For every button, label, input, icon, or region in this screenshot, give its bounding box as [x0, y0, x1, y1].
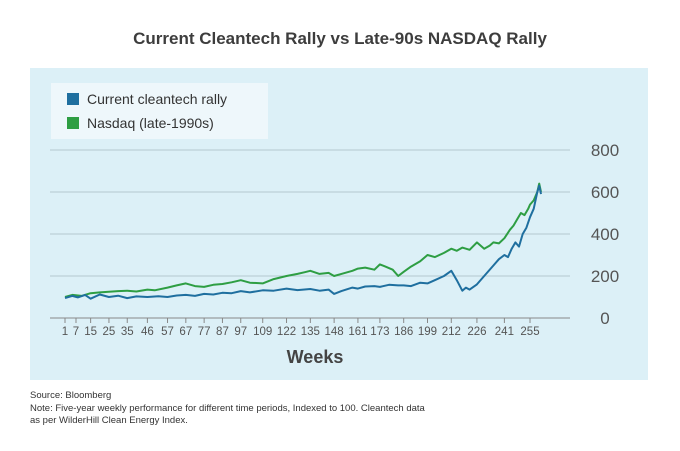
x-tick-label: 199 — [418, 326, 437, 338]
x-tick-label: 97 — [234, 326, 247, 338]
legend-label-cleantech: Current cleantech rally — [87, 91, 228, 107]
footnote-line-2: as per WilderHill Clean Energy Index. — [30, 415, 188, 426]
chart-title: Current Cleantech Rally vs Late-90s NASD… — [133, 29, 547, 48]
legend-swatch-cleantech — [67, 93, 79, 105]
footnote-line-1: Note: Five-year weekly performance for d… — [30, 403, 425, 414]
x-axis: 1 7 15 25 35 46 57 67 77 87 97 109 122 135 148 161 173 18… — [50, 317, 570, 338]
x-tick-label: 57 — [161, 326, 174, 338]
x-tick-label: 25 — [103, 326, 116, 338]
legend-label-nasdaq: Nasdaq (late-1990s) — [87, 115, 214, 131]
x-tick-label: 173 — [370, 326, 389, 338]
x-tick-label: 255 — [520, 326, 539, 338]
x-tick-label: 15 — [84, 326, 97, 338]
x-tick-label: 122 — [277, 326, 296, 338]
x-tick-label: 77 — [198, 326, 211, 338]
x-tick-label: 135 — [301, 326, 320, 338]
series-line-cleantech — [64, 184, 542, 300]
x-tick-label: 35 — [121, 326, 134, 338]
x-tick-label: 46 — [141, 326, 154, 338]
y-tick-label: 600 — [591, 183, 619, 202]
source-note: Source: Bloomberg — [30, 390, 112, 401]
x-tick-label: 148 — [325, 326, 344, 338]
legend-item-cleantech: Current cleantech rally — [67, 89, 227, 109]
y-tick-label: 0 — [600, 309, 609, 328]
x-tick-label: 161 — [348, 326, 367, 338]
x-tick-label: 241 — [495, 326, 514, 338]
legend-swatch-nasdaq — [67, 117, 79, 129]
x-tick-label: 109 — [253, 326, 272, 338]
series-lines — [64, 182, 542, 300]
legend-item-nasdaq: Nasdaq (late-1990s) — [67, 113, 214, 133]
x-tick-label: 212 — [442, 326, 461, 338]
grid-lines — [50, 149, 570, 277]
chart-legend: Current cleantech rally Nasdaq (late-199… — [51, 83, 268, 139]
x-tick-label: 1 — [62, 326, 68, 338]
y-tick-label: 400 — [591, 225, 619, 244]
x-tick-label: 186 — [394, 326, 413, 338]
x-axis-label: Weeks — [287, 347, 344, 367]
x-tick-label: 226 — [467, 326, 486, 338]
y-tick-label: 800 — [591, 141, 619, 160]
x-tick-label: 87 — [216, 326, 229, 338]
x-tick-label: 67 — [179, 326, 192, 338]
series-line-nasdaq — [64, 182, 542, 298]
y-tick-label: 200 — [591, 267, 619, 286]
x-tick-label: 7 — [73, 326, 79, 338]
y-axis-ticks: 0 200 400 600 800 — [591, 141, 619, 328]
